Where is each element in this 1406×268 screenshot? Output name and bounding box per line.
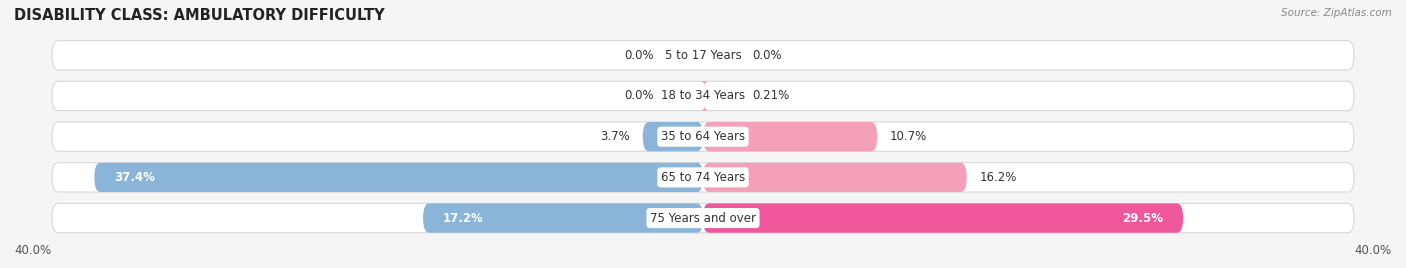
Text: 0.0%: 0.0% [624, 90, 654, 102]
FancyBboxPatch shape [703, 163, 967, 192]
Text: DISABILITY CLASS: AMBULATORY DIFFICULTY: DISABILITY CLASS: AMBULATORY DIFFICULTY [14, 8, 385, 23]
Text: Source: ZipAtlas.com: Source: ZipAtlas.com [1281, 8, 1392, 18]
Text: 0.21%: 0.21% [752, 90, 789, 102]
Text: 29.5%: 29.5% [1122, 211, 1164, 225]
Text: 0.0%: 0.0% [752, 49, 782, 62]
FancyBboxPatch shape [643, 122, 703, 151]
Text: 75 Years and over: 75 Years and over [650, 211, 756, 225]
Text: 3.7%: 3.7% [600, 130, 630, 143]
FancyBboxPatch shape [52, 203, 1354, 233]
FancyBboxPatch shape [94, 163, 703, 192]
Text: 0.0%: 0.0% [624, 49, 654, 62]
Text: 40.0%: 40.0% [1355, 244, 1392, 257]
Text: 65 to 74 Years: 65 to 74 Years [661, 171, 745, 184]
FancyBboxPatch shape [423, 203, 703, 233]
FancyBboxPatch shape [703, 203, 1182, 233]
Text: 35 to 64 Years: 35 to 64 Years [661, 130, 745, 143]
FancyBboxPatch shape [52, 122, 1354, 151]
Text: 40.0%: 40.0% [14, 244, 51, 257]
FancyBboxPatch shape [700, 81, 709, 111]
Text: 16.2%: 16.2% [980, 171, 1017, 184]
Text: 5 to 17 Years: 5 to 17 Years [665, 49, 741, 62]
FancyBboxPatch shape [52, 41, 1354, 70]
FancyBboxPatch shape [703, 122, 877, 151]
FancyBboxPatch shape [52, 81, 1354, 111]
Text: 18 to 34 Years: 18 to 34 Years [661, 90, 745, 102]
Text: 10.7%: 10.7% [890, 130, 928, 143]
FancyBboxPatch shape [52, 163, 1354, 192]
Text: 17.2%: 17.2% [443, 211, 484, 225]
Text: 37.4%: 37.4% [114, 171, 155, 184]
